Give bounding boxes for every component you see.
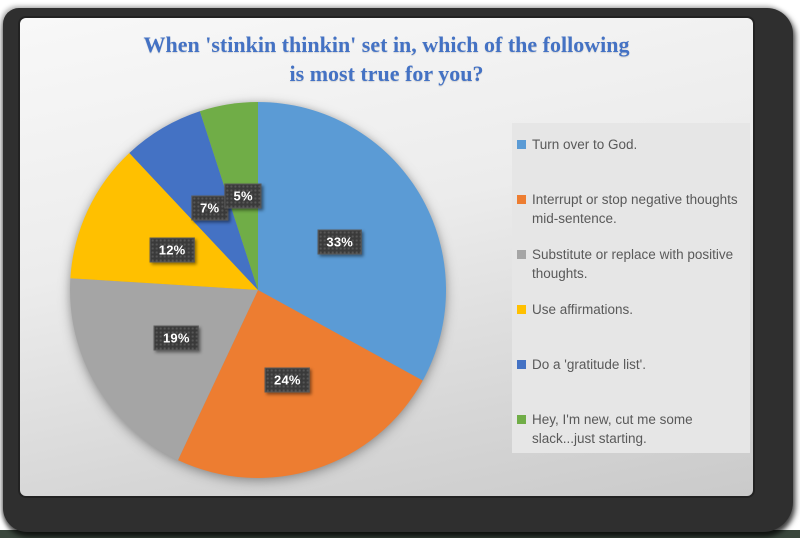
pie-slice-4 xyxy=(70,152,259,290)
legend-swatch xyxy=(517,415,526,424)
legend-label-line: mid-sentence. xyxy=(532,211,617,226)
legend-label: Do a 'gratitude list'. xyxy=(532,355,646,374)
legend-item: Turn over to God. xyxy=(517,135,746,190)
legend-label-line: thoughts. xyxy=(532,266,588,281)
pie-slice-3 xyxy=(70,278,258,461)
legend-label-line: Do a 'gratitude list'. xyxy=(532,357,646,372)
legend-swatch xyxy=(517,195,526,204)
chart-title-line2: is most true for you? xyxy=(289,61,484,86)
legend-label: Hey, I'm new, cut me some slack...just st… xyxy=(532,410,693,448)
pie-chart xyxy=(70,102,446,478)
legend-label-line: Hey, I'm new, cut me some xyxy=(532,412,693,427)
legend-item: Hey, I'm new, cut me some slack...just st… xyxy=(517,410,746,465)
legend-label: Turn over to God. xyxy=(532,135,637,154)
chart-title: When 'stinkin thinkin' set in, which of … xyxy=(20,30,753,88)
legend-label: Use affirmations. xyxy=(532,300,633,319)
legend-label-line: Turn over to God. xyxy=(532,137,638,152)
legend: Turn over to God. Interrupt or stop negat… xyxy=(512,123,750,453)
page-bottom-strip xyxy=(0,530,800,538)
legend-swatch xyxy=(517,360,526,369)
legend-item: Substitute or replace with positive thoug… xyxy=(517,245,746,300)
chart-title-line1: When 'stinkin thinkin' set in, which of … xyxy=(143,32,630,57)
chart-area: When 'stinkin thinkin' set in, which of … xyxy=(20,18,753,496)
legend-label-line: slack...just starting. xyxy=(532,431,647,446)
legend-label: Interrupt or stop negative thoughts mid-s… xyxy=(532,190,738,228)
legend-label-line: Interrupt or stop negative thoughts xyxy=(532,192,738,207)
chart-image-frame: When 'stinkin thinkin' set in, which of … xyxy=(3,8,793,532)
legend-label-line: Use affirmations. xyxy=(532,302,634,317)
legend-label: Substitute or replace with positive thoug… xyxy=(532,245,733,283)
legend-swatch xyxy=(517,140,526,149)
legend-label-line: Substitute or replace with positive xyxy=(532,247,734,262)
legend-item: Interrupt or stop negative thoughts mid-s… xyxy=(517,190,746,245)
legend-item: Do a 'gratitude list'. xyxy=(517,355,746,410)
legend-swatch xyxy=(517,250,526,259)
legend-item: Use affirmations. xyxy=(517,300,746,355)
legend-swatch xyxy=(517,305,526,314)
